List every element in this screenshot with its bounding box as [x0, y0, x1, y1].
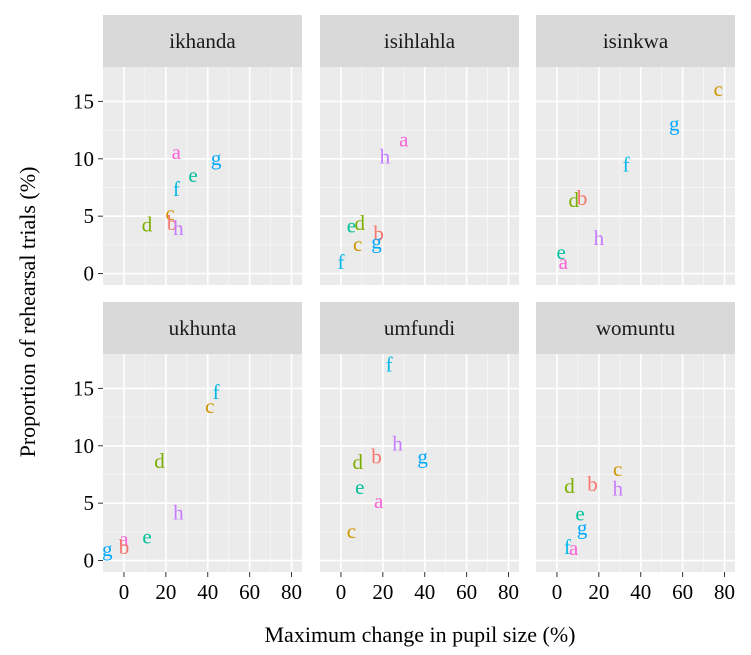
point-label-a: a — [399, 127, 409, 151]
point-label-c: c — [165, 201, 174, 225]
facet-strip — [320, 302, 519, 354]
point-label-b: b — [119, 535, 130, 559]
x-tick-label: 20 — [155, 580, 176, 604]
point-label-g: g — [211, 146, 222, 170]
facet-strip — [320, 15, 519, 67]
point-label-f: f — [337, 250, 344, 274]
facet-strip — [536, 302, 735, 354]
point-label-c: c — [613, 457, 622, 481]
point-label-b: b — [373, 222, 384, 246]
point-label-c: c — [353, 232, 362, 256]
panel-background — [536, 354, 735, 572]
point-label-h: h — [380, 145, 391, 169]
point-label-d: d — [355, 211, 366, 235]
y-tick-label: 5 — [84, 204, 95, 228]
y-tick-label: 15 — [73, 376, 94, 400]
point-label-a: a — [559, 250, 569, 274]
facet-title: isihlahla — [384, 29, 456, 53]
x-tick-label: 60 — [456, 580, 477, 604]
y-tick-label: 0 — [84, 549, 95, 573]
y-axis-title: Proportion of rehearsal trials (%) — [15, 167, 40, 458]
point-label-c: c — [714, 77, 723, 101]
point-label-h: h — [612, 476, 623, 500]
point-label-h: h — [594, 226, 605, 250]
y-tick-label: 15 — [73, 89, 94, 113]
x-tick-label: 20 — [588, 580, 609, 604]
x-tick-label: 0 — [552, 580, 563, 604]
point-label-h: h — [392, 432, 403, 456]
y-tick-label: 5 — [84, 491, 95, 515]
point-label-h: h — [173, 216, 184, 240]
facet-title: umfundi — [384, 316, 455, 340]
panel-background — [320, 67, 519, 285]
x-tick-label: 80 — [281, 580, 302, 604]
y-tick-label: 10 — [73, 147, 94, 171]
point-label-e: e — [575, 502, 584, 526]
point-label-g: g — [577, 515, 588, 539]
y-tick-label: 10 — [73, 434, 94, 458]
point-label-e: e — [355, 475, 364, 499]
point-label-d: d — [154, 449, 165, 473]
point-label-g: g — [669, 111, 680, 135]
point-label-b: b — [577, 186, 588, 210]
x-tick-label: 60 — [672, 580, 693, 604]
point-label-b: b — [167, 211, 178, 235]
facet-strip — [103, 15, 302, 67]
point-label-f: f — [386, 352, 393, 376]
point-label-e: e — [142, 525, 151, 549]
point-label-g: g — [102, 537, 113, 561]
point-label-f: f — [623, 153, 630, 177]
point-label-e: e — [556, 240, 565, 264]
x-axis-title: Maximum change in pupil size (%) — [265, 622, 576, 647]
panel-background — [536, 67, 735, 285]
facet-title: womuntu — [596, 316, 676, 340]
point-label-a: a — [374, 489, 384, 513]
point-label-e: e — [188, 163, 197, 187]
point-label-a: a — [569, 536, 579, 560]
point-label-d: d — [564, 474, 575, 498]
point-label-f: f — [173, 177, 180, 201]
x-tick-label: 60 — [239, 580, 260, 604]
x-tick-label: 20 — [372, 580, 393, 604]
facet-panel: isinkwa c g f bdh ea — [536, 15, 735, 285]
point-label-e: e — [347, 213, 356, 237]
panel-background — [103, 354, 302, 572]
point-label-a: a — [119, 527, 129, 551]
x-tick-label: 80 — [498, 580, 519, 604]
point-label-a: a — [172, 140, 182, 164]
facet-title: ukhunta — [169, 316, 237, 340]
panel-background — [103, 67, 302, 285]
point-label-f: f — [213, 380, 220, 404]
point-label-d: d — [568, 188, 579, 212]
point-label-f: f — [564, 535, 571, 559]
x-tick-label: 40 — [414, 580, 435, 604]
x-tick-label: 0 — [119, 580, 130, 604]
point-label-d: d — [352, 450, 363, 474]
point-label-d: d — [142, 212, 153, 236]
point-label-g: g — [417, 444, 428, 468]
facet-strip — [103, 302, 302, 354]
point-label-b: b — [371, 444, 382, 468]
point-label-g: g — [371, 230, 382, 254]
facet-strip — [536, 15, 735, 67]
panel-background — [320, 354, 519, 572]
x-tick-label: 0 — [336, 580, 347, 604]
facet-title: ikhanda — [169, 29, 236, 53]
facet-title: isinkwa — [603, 29, 669, 53]
point-label-c: c — [205, 394, 214, 418]
x-tick-label: 40 — [197, 580, 218, 604]
x-tick-label: 80 — [714, 580, 735, 604]
point-label-h: h — [173, 500, 184, 524]
point-label-b: b — [587, 472, 598, 496]
point-label-c: c — [347, 519, 356, 543]
y-tick-label: 0 — [84, 262, 95, 286]
x-tick-label: 40 — [630, 580, 651, 604]
